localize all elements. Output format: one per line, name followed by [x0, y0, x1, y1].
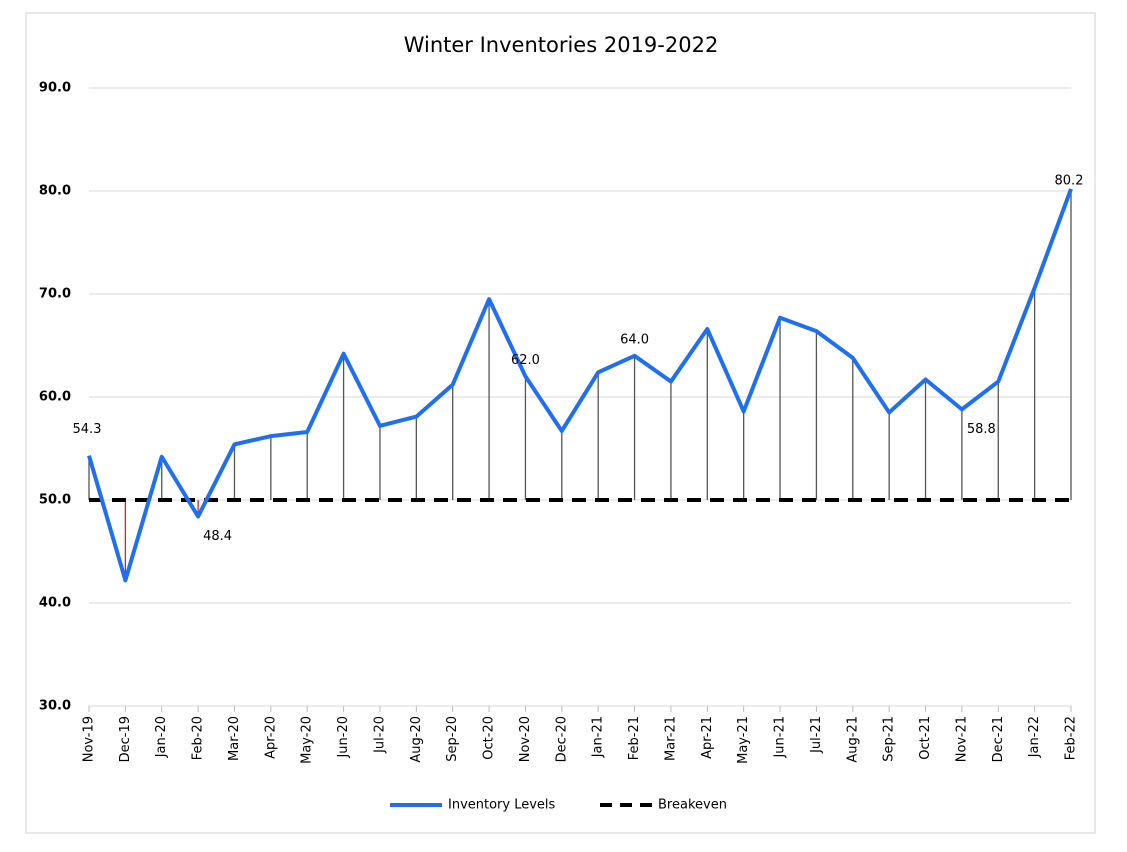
- y-tick-label: 80.0: [39, 184, 71, 199]
- x-tick-label: Jul-21: [809, 716, 824, 754]
- x-tick-label: Oct-20: [482, 716, 497, 760]
- x-tick-label: Sep-20: [445, 716, 460, 762]
- x-tick-label: Nov-21: [954, 716, 969, 762]
- x-tick-label: Apr-21: [700, 716, 715, 759]
- x-tick-label: Aug-20: [409, 716, 424, 763]
- x-tick-label: Jun-20: [336, 716, 351, 759]
- x-tick-label: Apr-20: [263, 716, 278, 759]
- x-tick-label: Jan-20: [154, 716, 169, 758]
- data-label: 54.3: [73, 422, 102, 437]
- y-tick-label: 90.0: [39, 81, 71, 96]
- x-tick-label: Mar-20: [227, 716, 242, 761]
- x-tick-label: Feb-21: [627, 716, 642, 760]
- x-tick-label: Feb-22: [1064, 716, 1079, 760]
- chart-frame: [25, 12, 1096, 834]
- legend-label: Inventory Levels: [448, 798, 556, 813]
- data-label: 62.0: [511, 353, 540, 368]
- x-tick-label: Jan-21: [591, 716, 606, 758]
- series-line: [87, 188, 1073, 583]
- data-label: 64.0: [620, 332, 649, 347]
- y-tick-label: 70.0: [39, 287, 71, 302]
- x-tick-label: Dec-21: [991, 716, 1006, 762]
- x-tick-label: Feb-20: [191, 716, 206, 760]
- x-tick-label: Jul-20: [372, 716, 387, 754]
- y-tick-label: 60.0: [39, 390, 71, 405]
- x-tick-label: Oct-21: [918, 716, 933, 760]
- y-tick-label: 30.0: [39, 699, 71, 714]
- data-label: 58.8: [967, 422, 996, 437]
- x-tick-label: Nov-20: [518, 716, 533, 762]
- data-label: 48.4: [203, 529, 232, 544]
- x-tick-label: May-21: [736, 716, 751, 764]
- x-tick-label: Mar-21: [663, 716, 678, 761]
- x-tick-label: Jun-21: [773, 716, 788, 759]
- y-tick-label: 40.0: [39, 596, 71, 611]
- x-tick-label: Dec-20: [554, 716, 569, 762]
- x-tick-label: Nov-19: [82, 716, 97, 762]
- data-label: 80.2: [1055, 173, 1084, 188]
- x-tick-label: Jan-22: [1027, 716, 1042, 758]
- x-tick-label: Dec-19: [118, 716, 133, 762]
- legend-label: Breakeven: [658, 798, 727, 813]
- x-tick-label: Sep-21: [882, 716, 897, 762]
- x-tick-label: Aug-21: [845, 716, 860, 763]
- y-tick-label: 50.0: [39, 493, 71, 508]
- x-tick-label: May-20: [300, 716, 315, 764]
- chart-title: Winter Inventories 2019-2022: [404, 33, 719, 57]
